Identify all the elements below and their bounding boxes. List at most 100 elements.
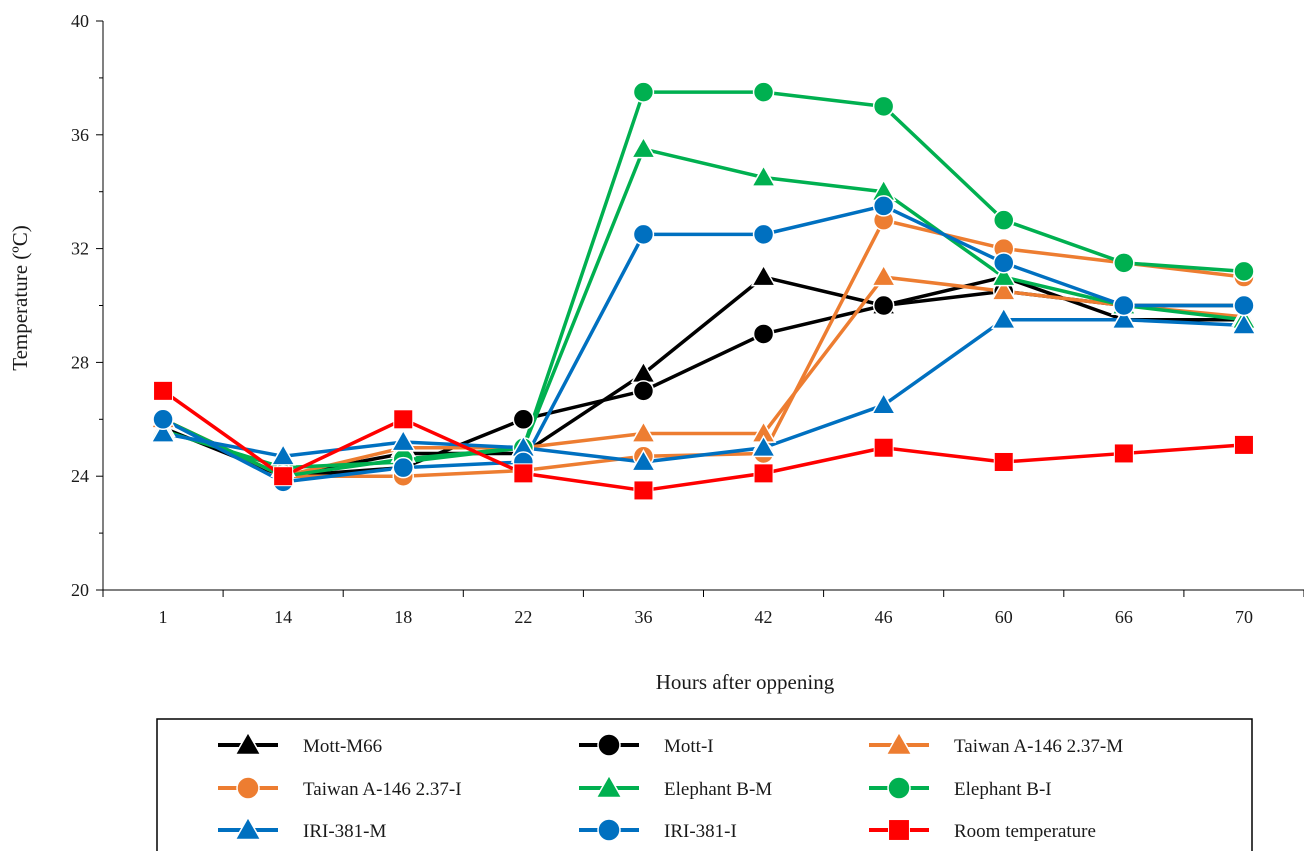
data-point <box>1113 252 1135 274</box>
series <box>162 317 1245 464</box>
legend-marker <box>597 733 621 757</box>
series <box>162 275 1244 478</box>
legend-marker <box>595 773 623 799</box>
x-tick-label: 46 <box>875 607 893 627</box>
legend-item: IRI-381-I <box>579 818 737 842</box>
data-point <box>750 264 777 287</box>
series-markers <box>152 81 1255 487</box>
y-tick-label: 20 <box>71 580 89 600</box>
data-point <box>393 409 414 430</box>
legend-item: Room temperature <box>869 819 1096 842</box>
x-tick-label: 22 <box>514 607 532 627</box>
series-markers <box>152 195 1255 493</box>
series-line <box>162 90 1245 478</box>
data-point <box>1111 306 1137 330</box>
data-point <box>990 264 1017 287</box>
data-point <box>872 195 895 217</box>
data-point <box>993 252 1015 274</box>
legend-label: Elephant B-I <box>954 779 1052 800</box>
legend-item: Mott-M66 <box>218 730 382 757</box>
legend-label: Mott-M66 <box>303 736 382 757</box>
series <box>162 90 1245 478</box>
data-point <box>273 466 294 487</box>
y-tick-label: 32 <box>71 239 89 259</box>
y-tick-label: 36 <box>71 125 89 145</box>
legend-marker <box>234 815 262 841</box>
legend-label: Taiwan A-146 2.37-M <box>954 736 1123 757</box>
legend-item: Elephant B-M <box>579 773 772 800</box>
series-layer <box>150 81 1257 501</box>
data-point <box>632 81 655 103</box>
data-point <box>632 380 655 402</box>
data-point <box>990 306 1017 330</box>
series <box>162 147 1245 470</box>
series-line <box>162 218 1245 478</box>
data-point <box>270 443 296 466</box>
x-tick-label: 60 <box>995 607 1013 627</box>
legend-marker <box>885 730 913 756</box>
series-markers <box>150 306 1257 472</box>
data-point <box>873 437 894 458</box>
legend-label: IRI-381-I <box>664 821 737 842</box>
series-line <box>162 389 1245 493</box>
series-line <box>162 204 1244 484</box>
data-point <box>392 456 414 479</box>
data-point <box>633 480 654 501</box>
x-tick-label: 42 <box>755 607 773 627</box>
data-point <box>153 380 174 401</box>
data-point <box>870 264 897 287</box>
legend-item: IRI-381-M <box>218 815 386 842</box>
data-point <box>872 95 895 118</box>
data-point <box>630 420 657 443</box>
data-point <box>993 209 1015 231</box>
series-line <box>162 275 1245 478</box>
data-point <box>1233 434 1254 455</box>
data-point <box>152 408 174 431</box>
data-point <box>872 294 895 317</box>
series-line <box>162 317 1245 464</box>
legend-label: Elephant B-M <box>664 779 772 800</box>
legend-label: Mott-I <box>664 736 714 757</box>
series-line <box>162 147 1245 470</box>
legend: Mott-M66 Mott-I Taiwan A-146 2.37-M Taiwan … <box>156 718 1253 851</box>
data-point <box>632 223 655 246</box>
x-tick-label: 66 <box>1115 607 1133 627</box>
data-point <box>870 392 897 415</box>
data-point <box>512 408 535 431</box>
y-tick-label: 40 <box>71 11 89 31</box>
series-line <box>162 275 1244 478</box>
x-tick-label: 1 <box>159 607 168 627</box>
legend-marker <box>597 818 621 842</box>
data-point <box>1233 260 1255 283</box>
legend-marker <box>887 776 911 800</box>
series <box>162 218 1245 478</box>
legend-box <box>156 718 1253 851</box>
series <box>162 204 1244 484</box>
x-axis-title: Hours after oppening <box>656 670 835 694</box>
data-point <box>150 420 176 443</box>
data-point <box>1113 294 1135 317</box>
data-point <box>1233 294 1255 317</box>
data-point <box>630 136 657 159</box>
legend-marker <box>888 819 910 841</box>
axes: 20 24 28 32 36 40 1 14 18 22 36 42 46 60 66 70 <box>71 11 1304 627</box>
data-point <box>513 463 534 484</box>
data-point <box>993 451 1014 472</box>
series-markers <box>153 380 1254 501</box>
series <box>162 389 1245 493</box>
x-tick-label: 18 <box>394 607 412 627</box>
data-point <box>1113 443 1134 464</box>
legend-label: Taiwan A-146 2.37-I <box>303 779 462 800</box>
legend-marker <box>236 776 260 800</box>
legend-marker <box>234 730 262 756</box>
data-point <box>752 323 775 345</box>
y-tick-label: 24 <box>71 466 89 486</box>
y-axis-title: Temperature (ºC) <box>8 225 32 371</box>
x-tick-label: 70 <box>1235 607 1253 627</box>
y-tick-label: 28 <box>71 352 89 372</box>
data-point <box>1231 312 1257 335</box>
data-point <box>390 429 417 452</box>
x-tick-label: 14 <box>274 607 292 627</box>
data-point <box>750 164 777 187</box>
